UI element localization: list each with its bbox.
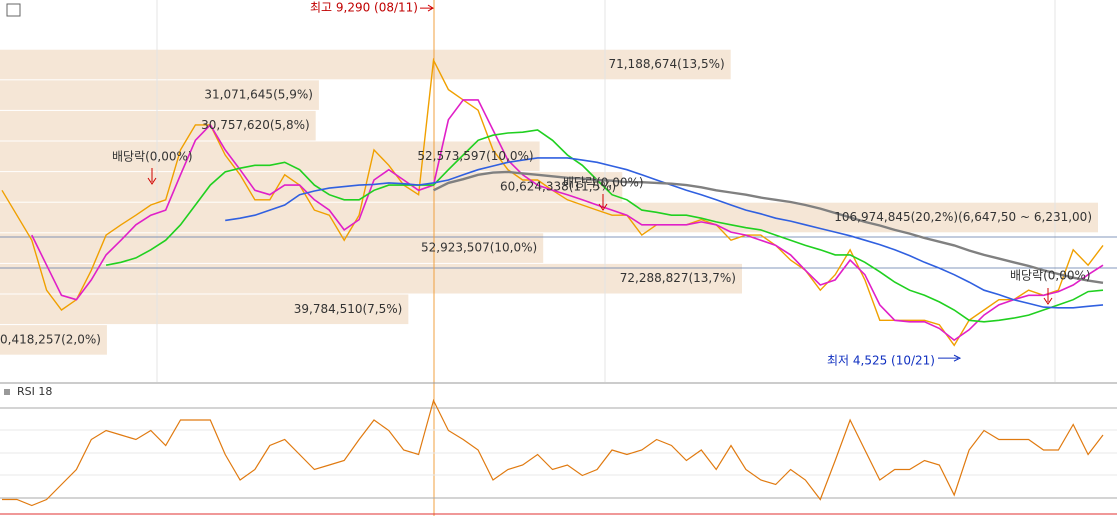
volume-band [0,263,742,294]
volume-label: 52,923,507(10,0%) [421,241,537,255]
high-label: 최고 9,290 (08/11) [310,1,418,15]
low-label: 최저 4,525 (10/21) [827,354,935,368]
volume-profile [0,49,1098,355]
labels: 71,188,674(13,5%) 31,071,645(5,9%) 30,757,… [0,4,1092,362]
volume-label: 30,757,620(5,8%) [201,118,310,132]
menu-icon[interactable] [6,3,21,17]
moving-average [31,99,1104,342]
rsi-title: RSI 18 [17,385,52,398]
rsi-line [2,398,1104,507]
volume-label: 106,974,845(20,2%)(6,647,50 ~ 6,231,00) [834,210,1092,224]
volume-label: 31,071,645(5,9%) [204,88,313,102]
volume-band [0,294,409,325]
dividend-label: 배당락(0,00%) [1010,269,1091,283]
high-arrow [420,4,434,12]
dividend-label: 배당락(0,00%) [112,150,193,164]
dividend-arrow [1043,288,1053,305]
volume-band [0,202,1098,233]
dividend-arrow [147,168,157,185]
volume-band [0,80,319,110]
low-arrow [938,354,962,362]
moving-average [105,129,1104,323]
volume-label: 60,624,338(11,5%) [500,179,616,193]
volume-label: 71,188,674(13,5%) [608,57,724,71]
volume-label: 39,784,510(7,5%) [294,302,403,316]
dividend-label: 배당락(0,00%) [563,176,644,190]
volume-label: 10,418,257(2,0%) [0,332,101,346]
volume-band [0,233,544,263]
moving-average [432,170,1104,284]
volume-band [0,110,316,141]
dividend-arrow [598,194,608,211]
rsi-marker [4,389,10,395]
price-lines [1,57,1104,507]
volume-label: 52,573,597(10,0%) [417,149,533,163]
volume-band [0,49,731,80]
volume-label: 72,288,827(13,7%) [620,271,736,285]
volume-band [0,141,540,172]
volume-band [0,325,107,355]
